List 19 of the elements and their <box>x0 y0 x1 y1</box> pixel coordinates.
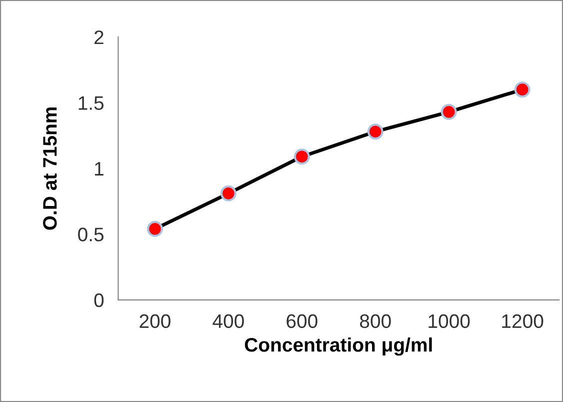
point <box>220 185 236 202</box>
x-tick-label: 400 <box>212 314 244 328</box>
y-axis-title: O.D at 715nm <box>43 108 57 230</box>
x-tick-label: 800 <box>360 314 391 328</box>
x-tick-label: 1000 <box>428 314 470 328</box>
y-tick-label: 2 <box>94 30 104 44</box>
point <box>294 148 310 165</box>
x-axis-title: Concentration μg/ml <box>244 337 432 356</box>
point <box>514 82 530 98</box>
y-tick-label: 1.5 <box>78 96 104 110</box>
y-tick-label: 0.5 <box>78 228 104 242</box>
x-tick-label: 1200 <box>502 314 544 328</box>
x-tick-label: 200 <box>140 314 170 328</box>
y-tick-label: 0 <box>94 293 104 308</box>
point <box>146 220 163 237</box>
y-tick-label: 1 <box>95 162 104 176</box>
point <box>367 124 384 140</box>
x-tick-label: 600 <box>286 314 318 328</box>
point <box>440 104 457 120</box>
